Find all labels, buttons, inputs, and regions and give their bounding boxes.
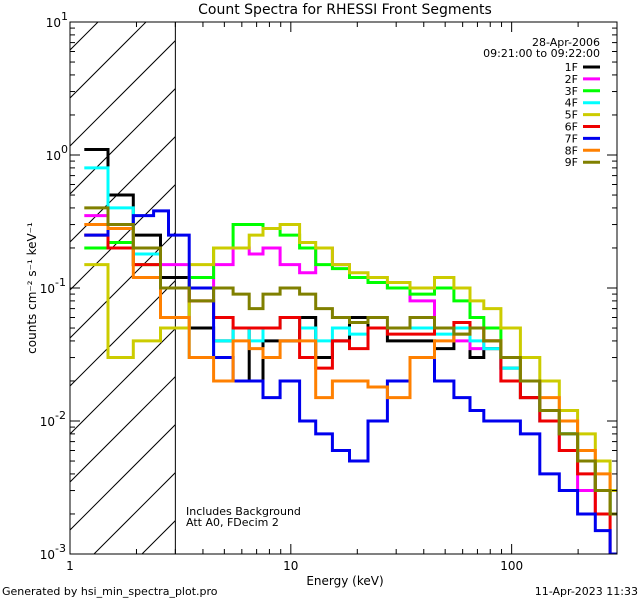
series-7F — [84, 209, 617, 554]
hatched-region — [0, 0, 176, 554]
y-tick-base: 10 — [40, 548, 55, 562]
legend-label-6F: 6F — [565, 121, 578, 134]
legend-label-7F: 7F — [565, 132, 578, 145]
hatch-line — [70, 279, 176, 387]
y-tick-exponent: -1 — [55, 276, 66, 289]
x-tick-label: 1 — [66, 559, 74, 573]
hatch-line — [0, 0, 78, 554]
hatch-line — [70, 375, 176, 483]
y-tick-label: 10 -2 — [40, 409, 66, 429]
y-tick-base: 10 — [46, 16, 61, 30]
y-tick-label: 10 -1 — [40, 276, 66, 296]
y-tick-label: 10 0 — [46, 143, 68, 163]
hatch-line — [70, 423, 176, 531]
legend-label-9F: 9F — [565, 156, 578, 169]
x-tick-label: 100 — [500, 559, 523, 573]
series-group — [84, 148, 617, 554]
legend-label-2F: 2F — [565, 73, 578, 86]
x-tick-label: 10 — [283, 559, 298, 573]
y-tick-exponent: -3 — [55, 542, 66, 555]
y-tick-label: 10 1 — [46, 10, 68, 30]
hatch-line — [70, 183, 176, 291]
x-axis-label: Energy (keV) — [306, 574, 383, 588]
legend-label-1F: 1F — [565, 61, 578, 74]
annotation-attenuator: Att A0, FDecim 2 — [186, 516, 279, 529]
y-tick-base: 10 — [40, 415, 55, 429]
date-label: 28-Apr-2006 — [532, 36, 600, 49]
legend-label-5F: 5F — [565, 109, 578, 122]
y-tick-exponent: -2 — [55, 409, 66, 422]
hatch-line — [70, 39, 176, 147]
series-1F — [84, 148, 617, 516]
axis-ticks — [69, 21, 618, 555]
series-8F — [84, 223, 617, 516]
hatch-line — [70, 22, 147, 99]
series-3F — [84, 223, 617, 516]
generated-by-label: Generated by hsi_min_spectra_plot.pro — [2, 585, 218, 598]
y-tick-label: 10 -3 — [40, 542, 66, 562]
series-2F — [84, 214, 617, 516]
chart-title: Count Spectra for RHESSI Front Segments — [198, 2, 492, 18]
time-range-label: 09:21:00 to 09:22:00 — [483, 47, 600, 60]
series-9F — [84, 206, 617, 516]
y-tick-base: 10 — [40, 282, 55, 296]
y-tick-base: 10 — [46, 149, 61, 163]
timestamp-label: 11-Apr-2023 11:33 — [535, 585, 638, 598]
annotation-background: Includes Background — [186, 505, 301, 518]
x-tick-labels: 1 10 100 — [66, 559, 523, 573]
legend-label-3F: 3F — [565, 85, 578, 98]
plot-frame — [69, 21, 618, 555]
legend-label-8F: 8F — [565, 144, 578, 157]
legend-label-4F: 4F — [565, 97, 578, 110]
y-axis-label: counts cm⁻² s⁻¹ keV⁻¹ — [25, 222, 39, 354]
y-tick-exponent: 1 — [61, 10, 68, 23]
series-6F — [84, 233, 617, 554]
y-tick-exponent: 0 — [61, 143, 68, 156]
